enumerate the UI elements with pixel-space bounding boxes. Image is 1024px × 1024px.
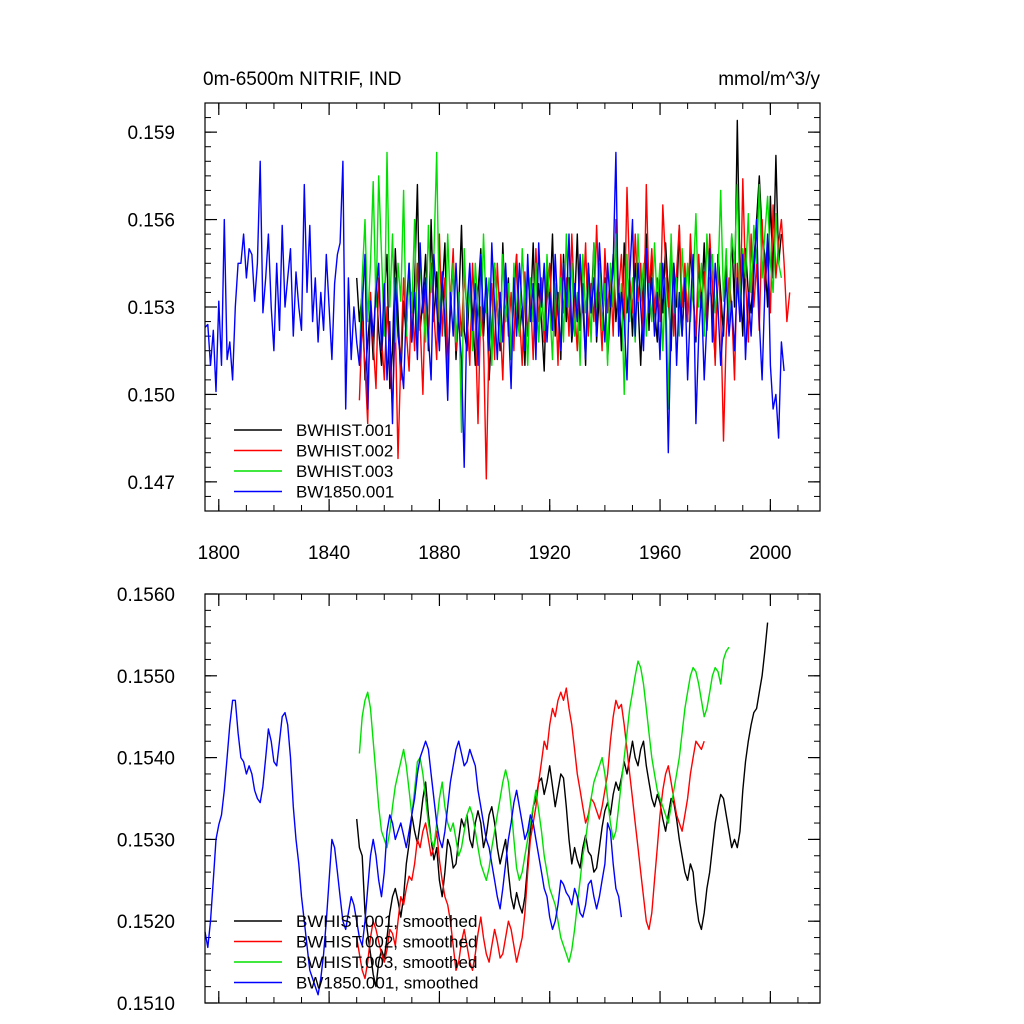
top-legend-label-1: BWHIST.001 — [296, 421, 393, 440]
top-x-tick-label: 1840 — [308, 543, 350, 564]
bottom-series-line-2 — [356, 687, 705, 980]
top-panel-series — [204, 119, 791, 480]
bottom-y-tick-label: 0.1550 — [117, 667, 175, 688]
top-y-tick-label: 0.159 — [127, 123, 175, 144]
top-x-tick-label: 1960 — [639, 543, 681, 564]
bottom-y-tick-label: 0.1560 — [117, 585, 175, 606]
top-x-tick-label: 2000 — [749, 543, 791, 564]
bottom-y-tick-label: 0.1510 — [117, 994, 175, 1015]
bottom-legend-label-4: BW1850.001, smoothed — [296, 974, 478, 993]
top-panel-title-left: 0m-6500m NITRIF, IND — [203, 69, 401, 90]
bottom-panel-ticks: 0.1510 0.1520 0.1530 0.1540 0.1550 0.1560 — [117, 585, 820, 1015]
bottom-series-line-4 — [204, 699, 623, 996]
top-panel-title-right: mmol/m^3/y — [718, 69, 820, 90]
bottom-panel-frame — [204, 593, 821, 1004]
top-y-tick-label: 0.150 — [127, 385, 175, 406]
bottom-legend-label-3: BWHIST.003, smoothed — [296, 953, 477, 972]
bottom-legend-label-1: BWHIST.001, smoothed — [296, 912, 477, 931]
top-x-tick-label: 1800 — [198, 543, 240, 564]
top-legend-label-3: BWHIST.003 — [296, 462, 393, 481]
top-panel-ticks: 1800 1840 1880 1920 1960 2000 0.147 0.150 0.153 0… — [127, 102, 820, 564]
top-panel: 0m-6500m NITRIF, IND mmol/m^3/y 1800 1840… — [127, 69, 821, 564]
bottom-panel: 0.1510 0.1520 0.1530 0.1540 0.1550 0.1560 BWH… — [117, 585, 821, 1015]
bottom-panel-legend: BWHIST.001, smoothed BWHIST.002, smoothed… — [234, 912, 478, 993]
top-series-line-4 — [204, 151, 785, 468]
bottom-y-tick-label: 0.1530 — [117, 830, 175, 851]
bottom-series-line-1 — [356, 622, 769, 988]
bottom-series-line-3 — [358, 646, 730, 963]
bottom-y-tick-label: 0.1520 — [117, 912, 175, 933]
bottom-y-tick-label: 0.1540 — [117, 749, 175, 770]
top-x-tick-label: 1880 — [418, 543, 460, 564]
top-y-tick-label: 0.153 — [127, 298, 175, 319]
top-y-tick-label: 0.147 — [127, 473, 175, 494]
top-legend-label-4: BW1850.001 — [296, 483, 394, 502]
top-y-tick-label: 0.156 — [127, 211, 175, 232]
bottom-legend-label-2: BWHIST.002, smoothed — [296, 933, 477, 952]
top-panel-frame — [204, 102, 821, 512]
top-legend-label-2: BWHIST.002 — [296, 442, 393, 461]
bottom-panel-series — [204, 622, 769, 996]
top-x-tick-label: 1920 — [529, 543, 571, 564]
